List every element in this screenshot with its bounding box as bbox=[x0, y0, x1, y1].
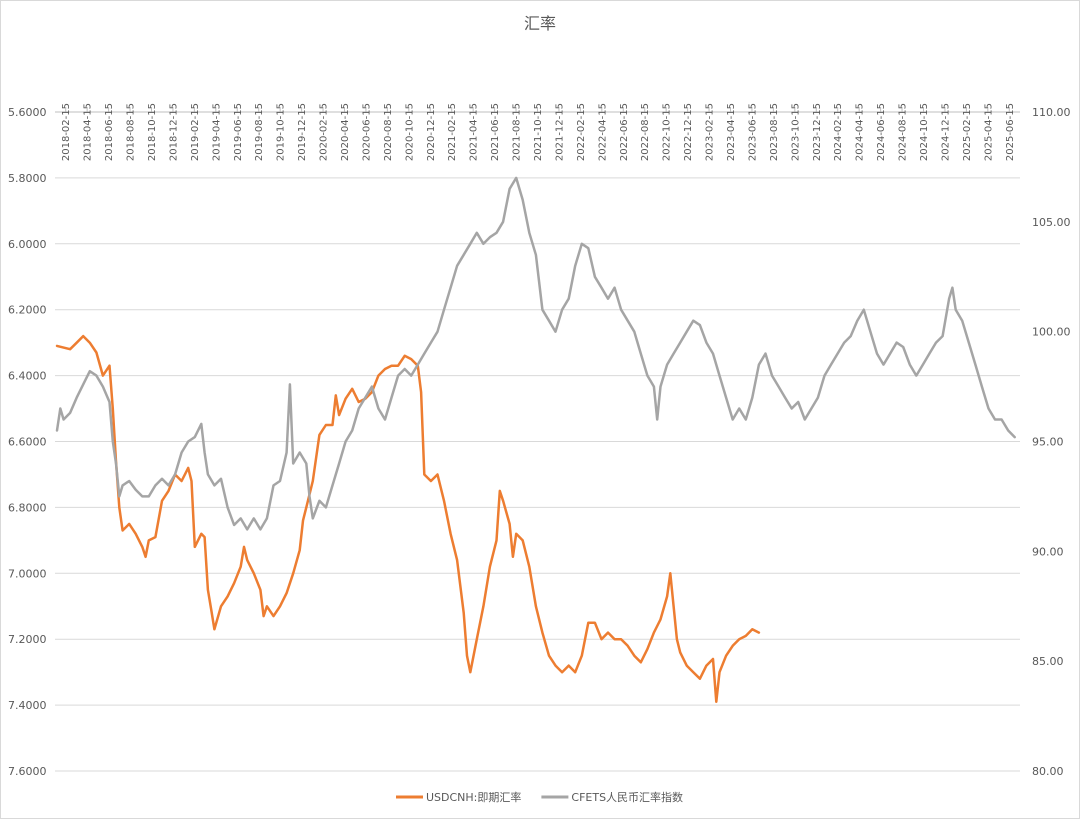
y-right-tick-label: 80.00 bbox=[1032, 765, 1064, 778]
x-tick-label: 2020-10-15 bbox=[404, 103, 415, 161]
x-tick-label: 2025-02-15 bbox=[962, 103, 973, 161]
x-tick-label: 2020-12-15 bbox=[426, 103, 437, 161]
x-tick-label: 2024-06-15 bbox=[876, 103, 887, 161]
y-left-tick-label: 6.6000 bbox=[8, 436, 47, 449]
x-axis: 2018-02-15 2018-04-15 2018-06-15 2018-08-15… bbox=[55, 103, 1020, 161]
x-tick-label: 2021-10-15 bbox=[533, 103, 544, 161]
y-right-tick-label: 95.00 bbox=[1032, 436, 1064, 449]
x-tick-label: 2018-06-15 bbox=[104, 103, 115, 161]
y-left-tick-label: 7.4000 bbox=[8, 699, 47, 712]
series-group bbox=[55, 176, 1016, 704]
x-tick-label: 2024-10-15 bbox=[919, 103, 930, 161]
x-tick-label: 2018-12-15 bbox=[168, 103, 179, 161]
x-tick-label: 2021-06-15 bbox=[490, 103, 501, 161]
y-left-tick-label: 7.0000 bbox=[8, 567, 47, 580]
legend-label: CFETS人民币汇率指数 bbox=[571, 790, 683, 804]
y-axis-left: 5.6000 5.8000 6.0000 6.2000 6.4000 6.6000 6.80… bbox=[8, 106, 47, 778]
x-tick-label: 2025-06-15 bbox=[1005, 103, 1016, 161]
x-tick-label: 2018-02-15 bbox=[61, 103, 72, 161]
x-tick-label: 2022-06-15 bbox=[619, 103, 630, 161]
y-right-tick-label: 100.00 bbox=[1032, 326, 1071, 339]
y-left-tick-label: 5.8000 bbox=[8, 172, 47, 185]
y-axis-right: 110.00 105.00 100.00 95.00 90.00 85.00 80.00 bbox=[1032, 106, 1071, 778]
x-tick-label: 2019-12-15 bbox=[297, 103, 308, 161]
x-tick-label: 2018-04-15 bbox=[83, 103, 94, 161]
legend: USDCNH:即期汇率 CFETS人民币汇率指数 bbox=[396, 790, 683, 804]
x-tick-label: 2019-02-15 bbox=[190, 103, 201, 161]
x-tick-label: 2024-12-15 bbox=[940, 103, 951, 161]
x-tick-label: 2023-08-15 bbox=[769, 103, 780, 161]
x-tick-label: 2022-08-15 bbox=[640, 103, 651, 161]
x-tick-label: 2023-06-15 bbox=[747, 103, 758, 161]
y-right-tick-label: 90.00 bbox=[1032, 545, 1064, 558]
series-line-cfets bbox=[55, 176, 1016, 531]
y-left-tick-label: 7.6000 bbox=[8, 765, 47, 778]
x-tick-label: 2024-04-15 bbox=[855, 103, 866, 161]
x-tick-label: 2022-10-15 bbox=[662, 103, 673, 161]
chart-title: 汇率 bbox=[524, 14, 556, 33]
x-tick-label: 2021-04-15 bbox=[469, 103, 480, 161]
x-tick-label: 2023-04-15 bbox=[726, 103, 737, 161]
x-tick-label: 2019-10-15 bbox=[276, 103, 287, 161]
legend-label: USDCNH:即期汇率 bbox=[426, 790, 521, 804]
y-left-tick-label: 6.0000 bbox=[8, 238, 47, 251]
x-tick-label: 2019-06-15 bbox=[233, 103, 244, 161]
x-tick-label: 2023-10-15 bbox=[790, 103, 801, 161]
x-tick-label: 2021-02-15 bbox=[447, 103, 458, 161]
x-tick-label: 2022-04-15 bbox=[597, 103, 608, 161]
x-tick-label: 2018-08-15 bbox=[126, 103, 137, 161]
y-left-tick-label: 5.6000 bbox=[8, 106, 47, 119]
x-tick-label: 2022-12-15 bbox=[683, 103, 694, 161]
x-tick-label: 2020-08-15 bbox=[383, 103, 394, 161]
x-tick-label: 2024-08-15 bbox=[898, 103, 909, 161]
x-tick-label: 2025-04-15 bbox=[983, 103, 994, 161]
y-right-tick-label: 110.00 bbox=[1032, 106, 1071, 119]
x-tick-label: 2020-02-15 bbox=[319, 103, 330, 161]
x-tick-label: 2024-02-15 bbox=[833, 103, 844, 161]
x-tick-label: 2023-12-15 bbox=[812, 103, 823, 161]
series-line-usdcnh bbox=[55, 334, 761, 704]
y-left-tick-label: 6.2000 bbox=[8, 304, 47, 317]
x-tick-label: 2022-02-15 bbox=[576, 103, 587, 161]
y-left-tick-label: 6.4000 bbox=[8, 370, 47, 383]
x-tick-label: 2023-02-15 bbox=[705, 103, 716, 161]
x-tick-label: 2021-08-15 bbox=[512, 103, 523, 161]
x-tick-label: 2021-12-15 bbox=[554, 103, 565, 161]
y-right-tick-label: 85.00 bbox=[1032, 655, 1064, 668]
y-right-tick-label: 105.00 bbox=[1032, 216, 1071, 229]
x-tick-label: 2020-06-15 bbox=[361, 103, 372, 161]
x-tick-label: 2019-04-15 bbox=[211, 103, 222, 161]
x-tick-label: 2018-10-15 bbox=[147, 103, 158, 161]
x-tick-label: 2019-08-15 bbox=[254, 103, 265, 161]
y-left-tick-label: 7.2000 bbox=[8, 633, 47, 646]
y-left-tick-label: 6.8000 bbox=[8, 501, 47, 514]
x-tick-label: 2020-04-15 bbox=[340, 103, 351, 161]
